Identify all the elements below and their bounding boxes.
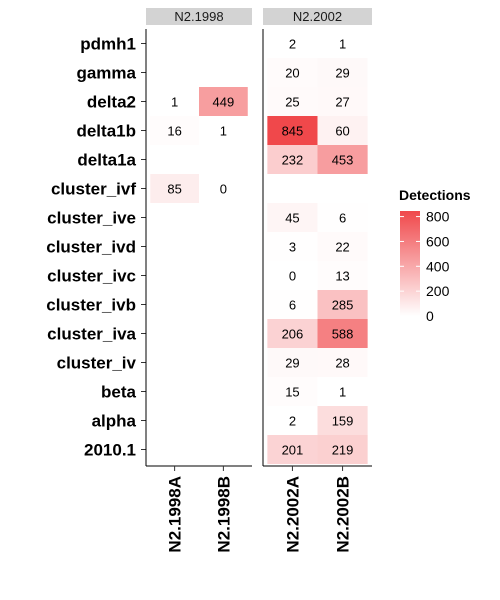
row-label-2010.1: 2010.1 (84, 441, 136, 460)
cell-value-label: 60 (335, 124, 349, 139)
cell-value-label: 845 (282, 124, 304, 139)
heatmap-cell (267, 290, 318, 319)
heatmap-cell (317, 29, 368, 58)
cell-value-label: 85 (167, 182, 181, 197)
row-label-cluster_ivf: cluster_ivf (51, 180, 136, 199)
cell-value-label: 20 (285, 66, 299, 81)
cell-value-label: 29 (335, 66, 349, 81)
column-label-N2.2002B: N2.2002B (334, 476, 353, 553)
heatmap-cell (150, 116, 199, 145)
row-label-cluster_ivb: cluster_ivb (46, 296, 136, 315)
heatmap-cell (317, 290, 368, 319)
heatmap-cell (317, 435, 368, 464)
cell-value-label: 3 (289, 240, 296, 255)
cell-value-label: 1 (220, 124, 227, 139)
heatmap-cell (317, 348, 368, 377)
row-label-delta2: delta2 (87, 93, 136, 112)
cell-value-label: 449 (213, 95, 235, 110)
row-label-gamma: gamma (76, 64, 136, 83)
heatmap-cell (317, 261, 368, 290)
heatmap-cell (267, 406, 318, 435)
cell-value-label: 201 (282, 443, 304, 458)
legend-tick-label: 400 (426, 258, 450, 274)
heatmap-cell (317, 377, 368, 406)
legend-tick-label: 200 (426, 283, 450, 299)
heatmap-cell (317, 319, 368, 348)
legend-tick-label: 600 (426, 233, 450, 249)
cell-value-label: 16 (167, 124, 181, 139)
facet-strip-N2.2002 (263, 8, 372, 25)
legend-title: Detections (399, 187, 471, 203)
cell-value-label: 219 (332, 443, 354, 458)
cell-value-label: 159 (332, 414, 354, 429)
column-label-N2.2002A: N2.2002A (283, 476, 302, 553)
heatmap-cell (317, 58, 368, 87)
heatmap-cell (317, 87, 368, 116)
heatmap-cell (267, 203, 318, 232)
heatmap-cell (150, 174, 199, 203)
row-label-beta: beta (101, 383, 137, 402)
row-label-cluster_ive: cluster_ive (47, 209, 136, 228)
cell-value-label: 6 (289, 298, 296, 313)
heatmap-cell (267, 435, 318, 464)
heatmap-cell (267, 348, 318, 377)
row-label-cluster_iva: cluster_iva (47, 325, 136, 344)
cell-value-label: 2 (289, 37, 296, 52)
cell-value-label: 453 (332, 153, 354, 168)
heatmap-cell (267, 261, 318, 290)
cell-value-label: 2 (289, 414, 296, 429)
cell-value-label: 27 (335, 95, 349, 110)
cell-value-label: 6 (339, 211, 346, 226)
cell-value-label: 1 (339, 385, 346, 400)
row-label-cluster_ivc: cluster_ivc (47, 267, 136, 286)
row-label-delta1a: delta1a (77, 151, 136, 170)
heatmap-cell (317, 145, 368, 174)
heatmap-cell (317, 232, 368, 261)
heatmap-cell (267, 58, 318, 87)
column-label-N2.1998A: N2.1998A (166, 476, 185, 553)
cell-value-label: 1 (171, 95, 178, 110)
heatmap-cell (317, 203, 368, 232)
facet-label: N2.2002 (293, 9, 342, 24)
cell-value-label: 1 (339, 37, 346, 52)
cell-value-label: 25 (285, 95, 299, 110)
heatmap-cell (199, 87, 248, 116)
column-label-N2.1998B: N2.1998B (214, 476, 233, 553)
cell-value-label: 0 (220, 182, 227, 197)
heatmap-cell (267, 145, 318, 174)
heatmap-cell (267, 377, 318, 406)
legend-tick-label: 0 (426, 308, 434, 324)
heatmap-cell (150, 87, 199, 116)
cell-value-label: 232 (282, 153, 304, 168)
heatmap-cell (317, 406, 368, 435)
heatmap-cell (317, 116, 368, 145)
facet-label: N2.1998 (174, 9, 223, 24)
legend-colorbar (400, 211, 420, 316)
cell-value-label: 15 (285, 385, 299, 400)
row-label-pdmh1: pdmh1 (80, 35, 136, 54)
cell-value-label: 285 (332, 298, 354, 313)
heatmap-cell (199, 116, 248, 145)
cell-value-label: 206 (282, 327, 304, 342)
heatmap-cell (267, 319, 318, 348)
row-label-cluster_ivd: cluster_ivd (46, 238, 136, 257)
heatmap-cell (267, 87, 318, 116)
cell-value-label: 28 (335, 356, 349, 371)
heatmap-cell (267, 232, 318, 261)
legend-tick-label: 800 (426, 209, 450, 225)
heatmap-cell (199, 174, 248, 203)
row-label-cluster_iv: cluster_iv (57, 354, 137, 373)
heatmap-cell (267, 116, 318, 145)
cell-value-label: 0 (289, 269, 296, 284)
facet-strip-N2.1998 (146, 8, 252, 25)
cell-value-label: 22 (335, 240, 349, 255)
cell-value-label: 45 (285, 211, 299, 226)
cell-value-label: 13 (335, 269, 349, 284)
row-label-delta1b: delta1b (76, 122, 136, 141)
cell-value-label: 29 (285, 356, 299, 371)
row-label-alpha: alpha (92, 412, 137, 431)
cell-value-label: 588 (332, 327, 354, 342)
heatmap-cell (267, 29, 318, 58)
